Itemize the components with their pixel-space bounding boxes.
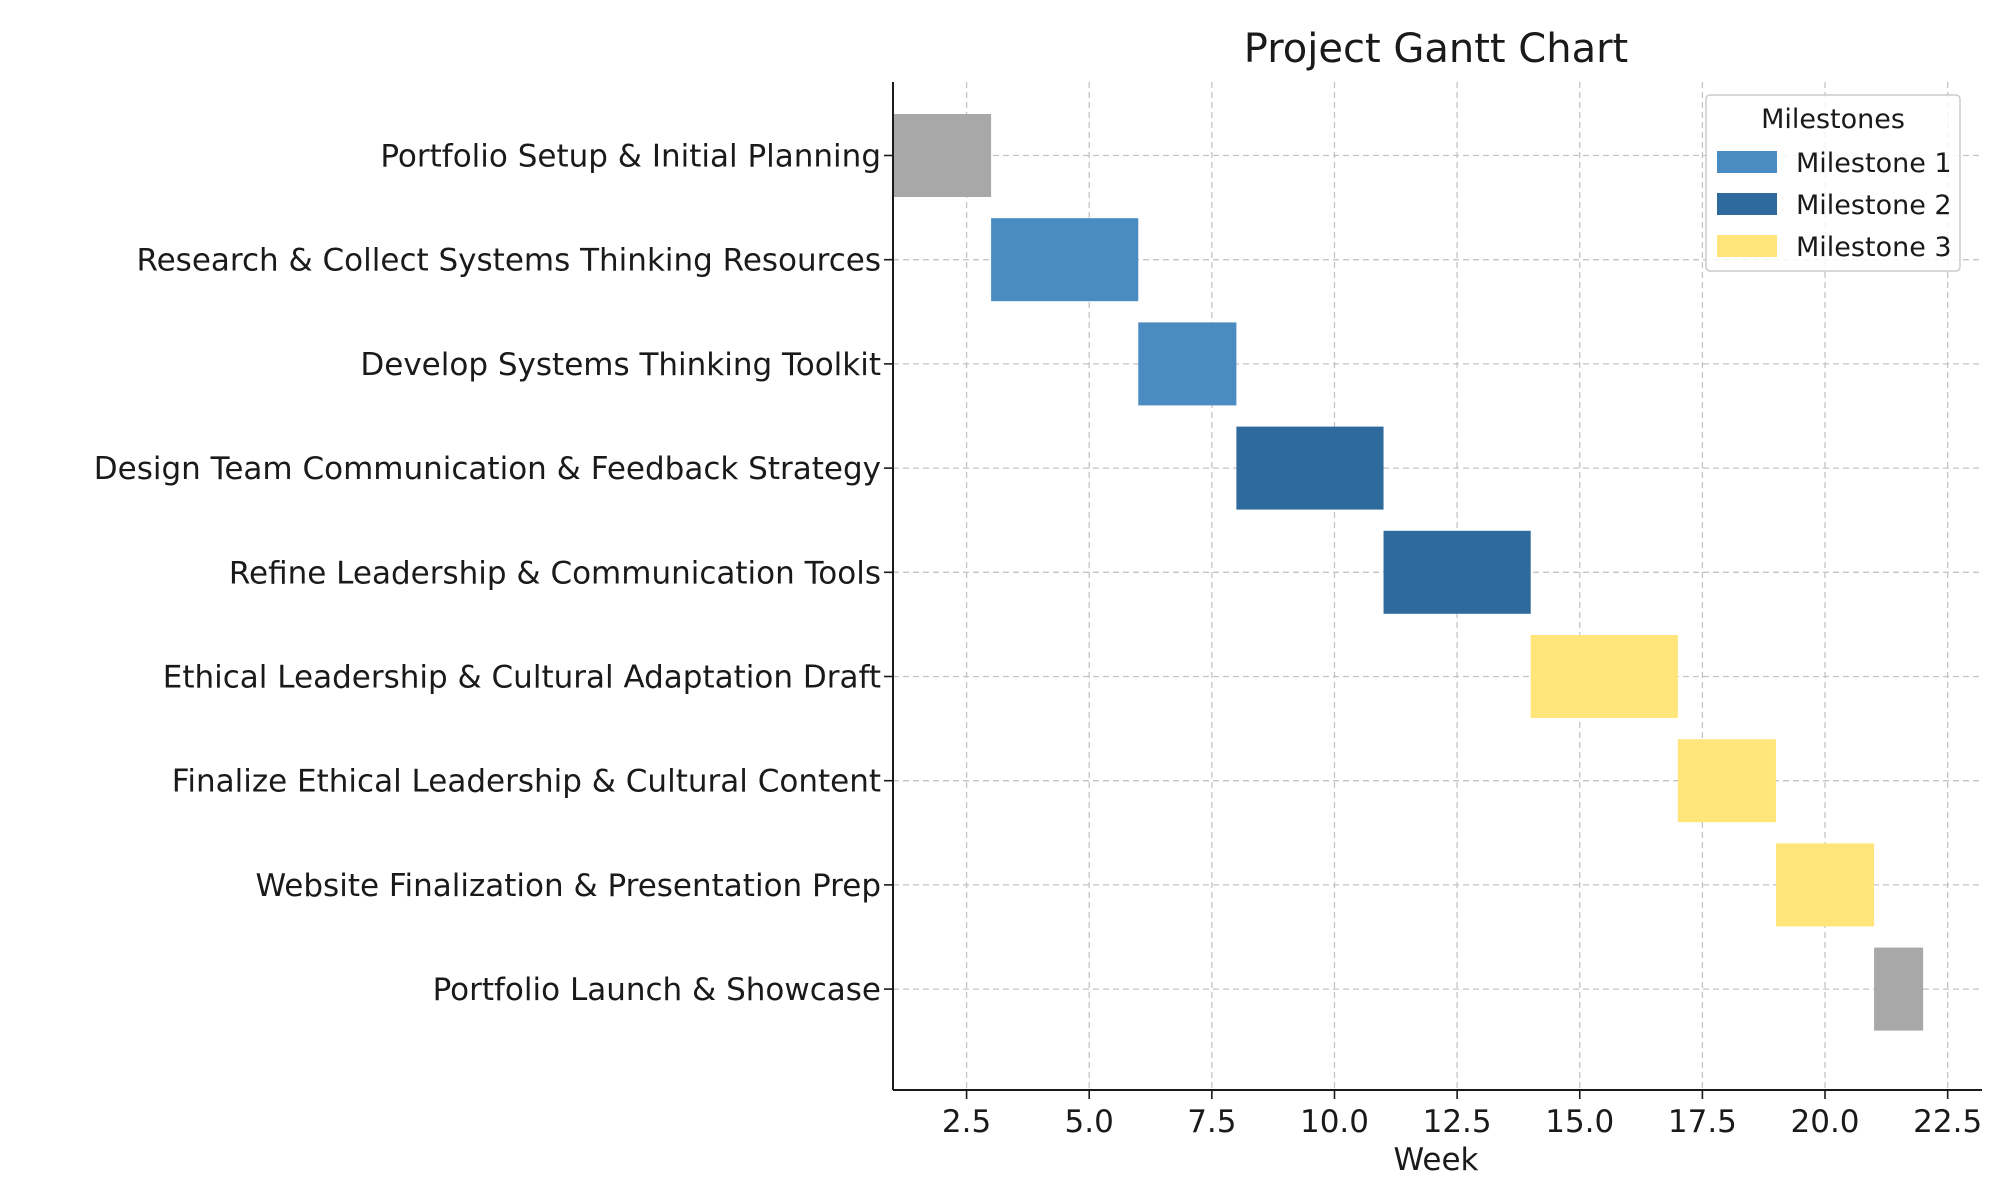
x-tick-label: 2.5 — [942, 1104, 991, 1140]
y-tick-label: Develop Systems Thinking Toolkit — [360, 347, 881, 383]
chart-title: Project Gantt Chart — [1244, 26, 1628, 72]
x-tick-label: 10.0 — [1300, 1104, 1369, 1140]
x-tick-label: 5.0 — [1065, 1104, 1114, 1140]
x-tick-label: 7.5 — [1187, 1104, 1236, 1140]
task-bar — [1236, 426, 1384, 510]
x-tick-label: 20.0 — [1791, 1104, 1860, 1140]
legend: Milestones Milestone 1 Milestone 2 Mileston… — [1705, 94, 1961, 272]
y-tick-labels: Portfolio Setup & Initial Planning Resear… — [94, 139, 881, 1009]
x-tick-label: 12.5 — [1423, 1104, 1492, 1140]
y-tick-label: Finalize Ethical Leadership & Cultural C… — [172, 764, 881, 800]
task-bar — [1138, 322, 1237, 406]
x-axis-label: Week — [1394, 1142, 1479, 1178]
x-tick-label: 15.0 — [1545, 1104, 1614, 1140]
legend-title: Milestones — [1761, 104, 1905, 135]
legend-swatch — [1717, 235, 1777, 257]
y-tick-label: Ethical Leadership & Cultural Adaptation… — [163, 660, 881, 696]
task-bar — [1874, 947, 1924, 1031]
task-bar — [1383, 530, 1531, 614]
axes — [884, 82, 1982, 1099]
task-bar — [991, 218, 1139, 302]
task-bar — [1775, 843, 1875, 927]
x-tick-label: 17.5 — [1668, 1104, 1737, 1140]
task-bar — [1677, 739, 1776, 823]
legend-entry-label: Milestone 2 — [1796, 190, 1952, 221]
y-tick-label: Refine Leadership & Communication Tools — [229, 555, 881, 591]
task-bar — [1530, 635, 1678, 718]
legend-swatch — [1717, 193, 1777, 215]
legend-entry-label: Milestone 3 — [1796, 232, 1952, 263]
legend-box — [1705, 94, 1961, 272]
task-bars — [893, 114, 1924, 1031]
legend-swatch — [1717, 151, 1777, 173]
y-tick-label: Design Team Communication & Feedback Str… — [94, 451, 881, 487]
y-tick-label: Research & Collect Systems Thinking Reso… — [136, 243, 881, 279]
legend-entry-label: Milestone 1 — [1796, 148, 1952, 179]
y-tick-label: Portfolio Launch & Showcase — [433, 972, 881, 1008]
y-tick-label: Portfolio Setup & Initial Planning — [380, 139, 881, 175]
x-tick-labels: 2.5 5.0 7.5 10.0 12.5 15.0 17.5 20.0 22.5 — [942, 1104, 1982, 1140]
y-tick-label: Website Finalization & Presentation Prep — [255, 868, 881, 904]
x-tick-label: 22.5 — [1913, 1104, 1982, 1140]
task-bar — [893, 114, 992, 197]
